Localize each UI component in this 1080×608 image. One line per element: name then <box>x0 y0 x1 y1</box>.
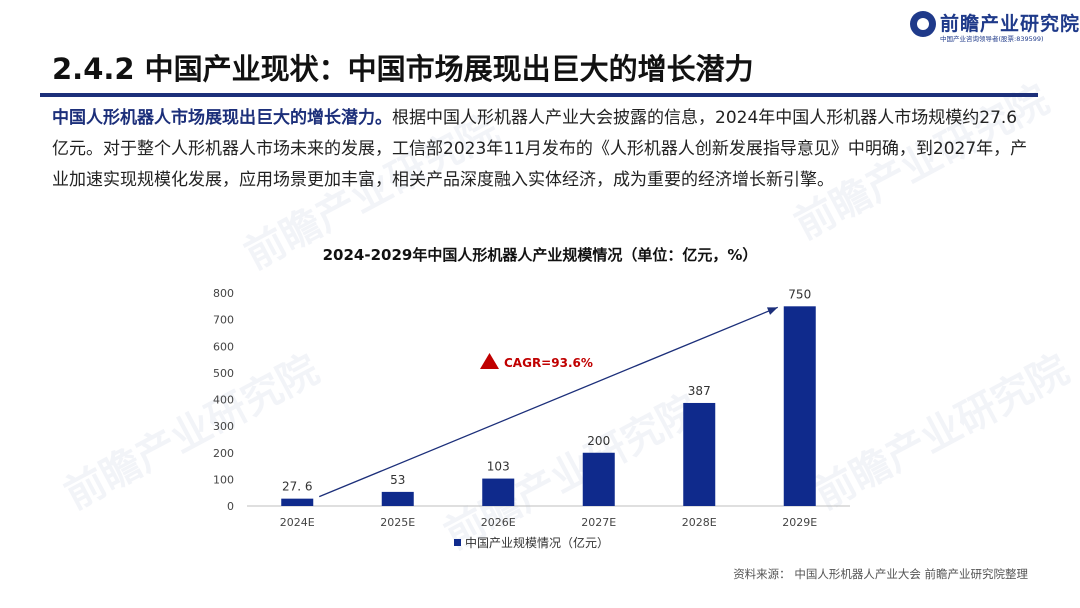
data-label: 750 <box>788 287 811 301</box>
y-tick-label: 800 <box>213 287 234 300</box>
cagr-arrow-head <box>766 307 778 315</box>
x-tick-label: 2028E <box>682 516 717 529</box>
bar <box>381 491 414 506</box>
legend-label: 中国产业规模情况（亿元） <box>465 535 609 550</box>
cagr-label: CAGR=93.6% <box>504 356 593 370</box>
x-tick-label: 2029E <box>782 516 817 529</box>
page-title: 2.4.2 中国产业现状：中国市场展现出巨大的增长潜力 <box>52 52 754 86</box>
logo-tagline: 中国产业咨询领导者(股票:839599) <box>940 35 1044 43</box>
legend-swatch <box>454 539 461 546</box>
source-note: 资料来源： 中国人形机器人产业大会 前瞻产业研究院整理 <box>733 567 1028 581</box>
y-tick-label: 100 <box>213 473 234 486</box>
logo-name: 前瞻产业研究院 <box>940 13 1080 35</box>
data-label: 103 <box>487 460 510 474</box>
title-divider <box>40 93 1038 97</box>
chart-title: 2024-2029年中国人形机器人产业规模情况（单位：亿元，%） <box>322 246 758 264</box>
bar <box>482 478 515 506</box>
intro-body: 根据中国人形机器人产业大会披露的信息，2024年中国人形机器人市场规模约27.6… <box>52 108 1028 190</box>
x-tick-label: 2025E <box>380 516 415 529</box>
data-label: 387 <box>688 384 711 398</box>
data-label: 200 <box>587 434 610 448</box>
cagr-triangle-icon <box>480 353 499 369</box>
x-tick-label: 2026E <box>481 516 516 529</box>
logo-icon <box>910 11 936 37</box>
bar <box>683 402 716 506</box>
x-tick-label: 2024E <box>280 516 315 529</box>
x-tick-label: 2027E <box>581 516 616 529</box>
intro-paragraph: 中国人形机器人市场展现出巨大的增长潜力。根据中国人形机器人产业大会披露的信息，2… <box>52 103 1032 196</box>
bar <box>281 498 314 506</box>
y-tick-label: 500 <box>213 367 234 380</box>
y-tick-label: 0 <box>227 500 234 513</box>
cagr-arrow-line <box>319 306 778 498</box>
y-tick-label: 300 <box>213 420 234 433</box>
y-tick-label: 200 <box>213 447 234 460</box>
y-tick-label: 600 <box>213 340 234 353</box>
y-tick-label: 700 <box>213 314 234 327</box>
y-tick-label: 400 <box>213 394 234 407</box>
bar <box>582 452 615 506</box>
data-label: 53 <box>390 473 405 487</box>
brand-logo: 前瞻产业研究院 中国产业咨询领导者(股票:839599) <box>910 8 1079 44</box>
data-label: 27. 6 <box>282 480 313 494</box>
intro-lead: 中国人形机器人市场展现出巨大的增长潜力。 <box>52 108 392 128</box>
bar <box>783 306 816 506</box>
